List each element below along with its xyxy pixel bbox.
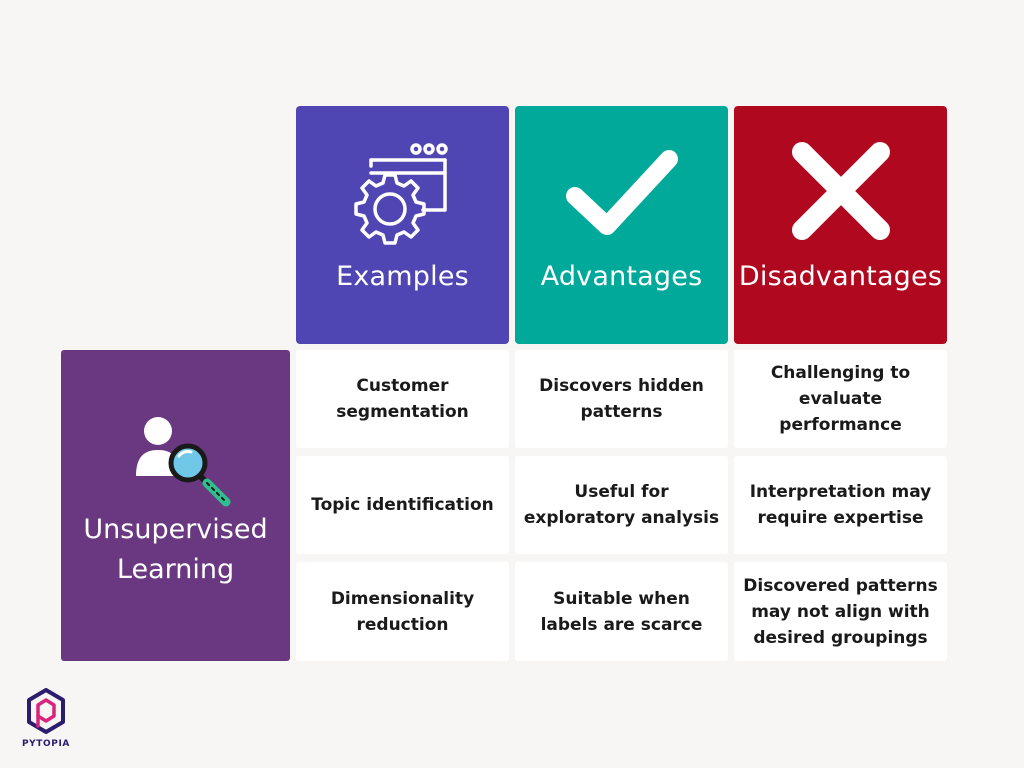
cell-advantage-3: Suitable when labels are scarce (515, 562, 728, 661)
cross-icon (734, 136, 947, 246)
examples-title: Examples (336, 261, 469, 292)
checkmark-icon (515, 136, 728, 246)
cell-disadvantage-1: Challenging to evaluate performance (734, 350, 947, 448)
pytopia-logo: PYTOPIA (18, 688, 74, 754)
row-label: Unsupervised Learning (61, 510, 290, 590)
advantages-header: Advantages (515, 106, 728, 344)
row-label-line2: Learning (116, 554, 235, 585)
cell-example-2: Topic identification (296, 456, 509, 554)
gear-window-icon (296, 136, 509, 246)
disadvantages-header: Disadvantages (734, 106, 947, 344)
pytopia-hexagon-logo (26, 688, 66, 734)
disadvantages-title: Disadvantages (738, 261, 943, 292)
advantages-title: Advantages (540, 261, 703, 292)
cell-advantage-2: Useful for exploratory analysis (515, 456, 728, 554)
cell-advantage-1: Discovers hidden patterns (515, 350, 728, 448)
examples-header: Examples (296, 106, 509, 344)
user-magnifier-icon (131, 410, 241, 510)
cell-example-1: Customer segmentation (296, 350, 509, 448)
row-label-line1: Unsupervised (83, 514, 268, 545)
cell-disadvantage-2: Interpretation may require expertise (734, 456, 947, 554)
logo-text: PYTOPIA (21, 739, 70, 749)
cell-disadvantage-3: Discovered patterns may not align with d… (734, 562, 947, 661)
cell-example-3: Dimensionality reduction (296, 562, 509, 661)
row-label-panel: Unsupervised Learning (61, 350, 290, 661)
